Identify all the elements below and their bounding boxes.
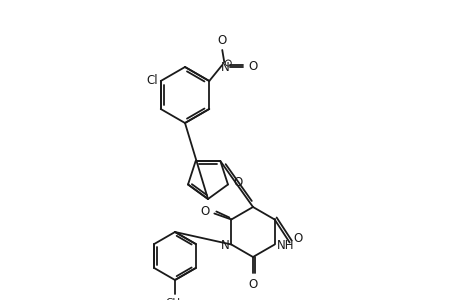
Text: N: N: [220, 239, 229, 252]
Text: NH: NH: [276, 239, 293, 252]
Text: O: O: [248, 278, 257, 291]
Text: O: O: [200, 205, 209, 218]
Text: O: O: [232, 176, 242, 189]
Text: CH₃: CH₃: [165, 298, 184, 300]
Text: O: O: [293, 232, 302, 245]
Text: O: O: [248, 59, 257, 73]
Text: Cl: Cl: [146, 74, 157, 86]
Text: N: N: [220, 61, 229, 74]
Text: O: O: [217, 34, 226, 47]
